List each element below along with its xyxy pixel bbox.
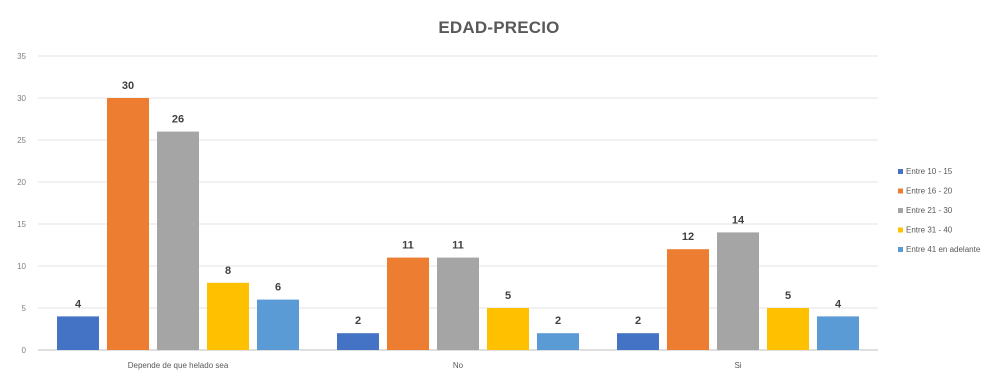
bar [617, 333, 659, 350]
data-label: 6 [275, 282, 281, 294]
bar [207, 282, 249, 350]
chart-title: EDAD-PRECIO [438, 18, 560, 37]
bar [667, 249, 709, 350]
data-label: 14 [732, 214, 745, 226]
data-label: 2 [635, 315, 641, 327]
legend-swatch [898, 169, 903, 174]
y-tick-label: 10 [17, 262, 26, 271]
bar [57, 316, 99, 350]
y-tick-label: 30 [17, 94, 26, 103]
data-label: 30 [122, 80, 134, 92]
x-axis: Depende de que helado sea No Si [128, 361, 742, 370]
y-tick-label: 20 [17, 178, 26, 187]
category-label: Si [734, 361, 741, 370]
bar [817, 316, 859, 350]
bar [767, 308, 809, 350]
data-label: 4 [75, 298, 82, 310]
bars [57, 98, 859, 350]
data-label: 11 [452, 240, 464, 252]
data-label: 8 [225, 265, 231, 277]
data-label: 5 [785, 290, 791, 302]
data-label: 2 [355, 315, 361, 327]
data-label: 11 [402, 240, 414, 252]
bar [107, 98, 149, 350]
category-label: No [453, 361, 464, 370]
y-tick-label: 15 [17, 220, 26, 229]
data-label: 5 [505, 290, 511, 302]
legend-swatch [898, 227, 903, 233]
legend-item-label: Entre 41 en adelante [906, 245, 981, 254]
category-label: Depende de que helado sea [128, 361, 229, 370]
legend-swatch [898, 208, 903, 213]
bar [487, 308, 529, 350]
bar [717, 232, 759, 350]
data-label: 4 [835, 298, 842, 310]
bar [337, 333, 379, 350]
legend-swatch [898, 188, 903, 194]
legend-item-label: Entre 31 - 40 [906, 226, 953, 235]
data-label: 12 [682, 231, 694, 243]
legend-item-label: Entre 16 - 20 [906, 187, 953, 196]
bar [537, 333, 579, 350]
legend: Entre 10 - 15 Entre 16 - 20 Entre 21 - 30 E… [898, 167, 981, 254]
y-tick-label: 0 [22, 346, 27, 355]
y-axis: 0 5 10 15 20 25 30 35 [17, 52, 26, 355]
data-labels: 4 30 26 8 6 2 11 11 5 2 2 12 14 5 4 [75, 80, 842, 327]
bar [387, 257, 429, 350]
data-label: 2 [555, 315, 561, 327]
legend-swatch [898, 247, 903, 252]
bar [437, 257, 479, 350]
y-tick-label: 35 [17, 52, 26, 61]
bar [157, 131, 199, 350]
legend-item-label: Entre 10 - 15 [906, 167, 953, 176]
data-label: 26 [172, 114, 184, 126]
y-tick-label: 5 [22, 304, 27, 313]
legend-item-label: Entre 21 - 30 [906, 206, 953, 215]
y-tick-label: 25 [17, 136, 26, 145]
bar [257, 299, 299, 350]
